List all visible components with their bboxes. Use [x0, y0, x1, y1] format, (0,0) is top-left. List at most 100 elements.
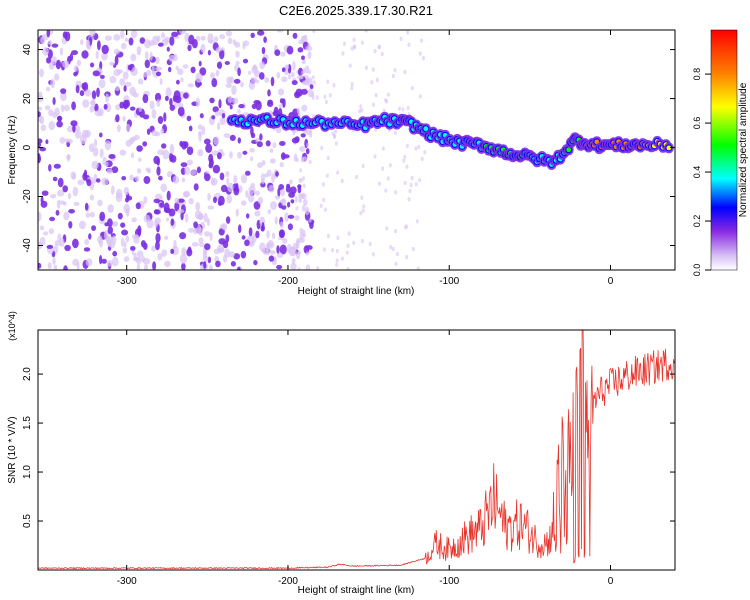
spectrogram-noise-speck	[62, 185, 68, 193]
spectrogram-noise-speck	[115, 188, 123, 199]
spectrogram-noise-speck	[202, 255, 209, 263]
spectrogram-noise-speck	[124, 37, 129, 42]
spectrogram-noise-speck	[319, 203, 323, 209]
spectrogram-noise-speck	[185, 213, 189, 223]
spectrogram-x-ticks: -300 -200 -100 0	[117, 30, 614, 287]
spectrogram-noise-speck	[211, 115, 216, 120]
spectrogram-noise-speck	[226, 76, 233, 85]
spectrogram-noise-speck	[238, 224, 242, 234]
spectrogram-noise-speck	[190, 66, 196, 74]
spectrogram-noise-speck	[142, 141, 148, 147]
spectrogram-noise-speck	[99, 132, 103, 138]
spectrogram-noise-speck	[68, 221, 73, 229]
spectrogram-noise-speck	[221, 223, 228, 231]
spectrogram-noise-speck	[414, 182, 418, 187]
spectrogram-noise-speck	[104, 35, 112, 41]
spectrogram-noise-speck	[170, 248, 175, 254]
snr-x-label: Height of straight line (km)	[298, 585, 415, 596]
spectrogram-noise-speck	[177, 209, 185, 214]
spectrogram-noise-speck	[217, 122, 221, 131]
spectrogram-noise-speck	[143, 242, 148, 250]
spectrogram-noise-speck	[377, 44, 381, 50]
spectrogram-noise-speck	[279, 141, 286, 146]
spectrogram-noise-speck	[360, 40, 364, 45]
spectrogram-noise-speck	[228, 251, 235, 258]
spectrogram-noise-speck	[261, 222, 265, 231]
spectrogram-noise-speck	[372, 252, 375, 257]
snr-frame	[37, 329, 676, 571]
spectrogram-noise-speck	[120, 237, 125, 247]
spectrogram-noise-speck	[297, 47, 304, 53]
spectrogram-noise-speck	[57, 177, 64, 188]
spectrogram-noise-speck	[130, 136, 137, 142]
spectrogram-noise-speck	[120, 30, 125, 40]
spectrogram-noise-speck	[324, 99, 328, 105]
spectrogram-noise-speck	[116, 69, 124, 74]
spectrogram-noise-speck	[311, 92, 315, 97]
spectrogram-noise-speck	[225, 83, 232, 88]
spectrogram-noise-speck	[274, 195, 281, 200]
spectrogram-noise-speck	[84, 239, 89, 245]
spectrogram-noise-speck	[38, 138, 43, 144]
spectrogram-noise-speck	[207, 205, 215, 210]
spectrogram-noise-speck	[159, 78, 163, 85]
spectrogram-y-tick-label: 40	[22, 44, 33, 56]
spectrogram-noise-speck	[101, 177, 109, 186]
spectrogram-noise-speck	[308, 159, 312, 165]
spectrogram-noise-speck	[234, 41, 241, 48]
spectrogram-noise-speck	[276, 245, 280, 254]
spectrogram-noise-speck	[129, 174, 134, 181]
spectrogram-noise-speck	[241, 235, 246, 240]
spectrogram-noise-speck	[213, 36, 219, 42]
spectrogram-noise-speck	[374, 93, 378, 98]
spectrogram-noise-speck	[299, 146, 306, 152]
spectrogram-noise-speck	[105, 93, 110, 103]
spectrogram-noise-speck	[254, 210, 261, 217]
spectrogram-noise-speck	[91, 225, 97, 232]
spectrogram-noise-speck	[301, 70, 305, 75]
spectrogram-noise-speck	[402, 158, 406, 163]
snr-x-tick-label: -200	[278, 576, 298, 587]
spectrogram-noise-speck	[410, 175, 414, 181]
spectrogram-noise-speck	[222, 241, 229, 249]
spectrogram-noise-speck	[138, 157, 142, 162]
spectrogram-noise-speck	[52, 257, 56, 265]
spectrogram-noise-speck	[193, 183, 199, 191]
spectrogram-noise-speck	[282, 237, 288, 244]
spectrogram-noise-speck	[302, 205, 306, 212]
spectrogram-noise-speck	[72, 124, 76, 133]
spectrogram-noise-speck	[73, 71, 78, 77]
spectrogram-noise-speck	[198, 237, 204, 244]
spectrogram-noise-speck	[135, 256, 142, 265]
spectrogram-noise-speck	[60, 88, 67, 94]
spectrogram-noise-speck	[101, 44, 109, 55]
spectrogram-noise-speck	[70, 171, 77, 180]
spectrogram-noise-speck	[261, 47, 266, 55]
spectrogram-noise-speck	[364, 30, 368, 33]
spectrogram-noise-speck	[422, 56, 425, 61]
spectrogram-noise-speck	[82, 99, 90, 108]
spectrogram-noise-speck	[295, 240, 300, 249]
spectrogram-noise-speck	[59, 136, 66, 144]
spectrogram-noise-speck	[282, 154, 290, 159]
spectrogram-noise-speck	[186, 248, 193, 257]
spectrogram-noise-speck	[89, 30, 96, 37]
spectrogram-noise-speck	[46, 244, 54, 249]
spectrogram-noise-speck	[423, 150, 427, 155]
spectrogram-noise-speck	[321, 182, 325, 187]
spectrogram-noise-speck	[64, 244, 71, 252]
spectrogram-noise-speck	[207, 256, 212, 264]
spectrogram-noise-speck	[105, 161, 109, 167]
spectrogram-noise-speck	[347, 231, 351, 236]
spectrogram-noise-speck	[298, 198, 302, 203]
spectrogram-noise-speck	[53, 163, 61, 169]
spectrogram-noise-speck	[88, 143, 95, 153]
spectrogram-noise-speck	[91, 98, 96, 108]
spectrogram-noise-speck	[332, 83, 336, 88]
spectrogram-noise-speck	[294, 196, 298, 203]
spectrogram-noise-speck	[230, 261, 236, 267]
spectrogram-noise-speck	[240, 200, 247, 206]
spectrogram-noise-speck	[340, 178, 344, 184]
spectrogram-noise-speck	[225, 216, 231, 224]
spectrogram-noise-speck	[72, 238, 79, 249]
